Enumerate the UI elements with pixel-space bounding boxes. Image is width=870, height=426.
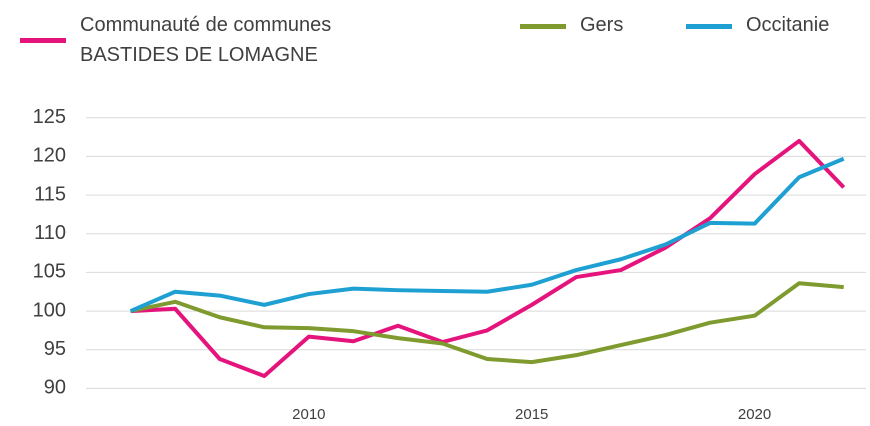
legend-item: Communauté de communes BASTIDES DE LOMAG… [20,10,410,70]
series-line [129,156,845,313]
y-tick-label: 115 [34,183,66,205]
y-tick-label: 100 [33,299,66,321]
y-tick-label: 120 [33,145,66,167]
legend-label: Occitanie [746,14,830,36]
y-tick-label: 110 [34,222,66,244]
series-line [130,281,844,365]
legend-label: Gers [580,14,624,36]
legend-item: Occitanie [686,10,870,40]
legend-item: Gers [520,10,740,40]
series-line [130,138,846,379]
x-tick-label: 2015 [515,406,548,423]
legend-swatch [20,38,66,43]
y-tick-label: 90 [44,377,66,399]
y-tick-label: 105 [33,261,66,283]
x-tick-label: 2020 [738,406,771,423]
legend-label: Communauté de communes BASTIDES DE LOMAG… [80,14,332,66]
legend-swatch [520,24,566,29]
legend-swatch [686,24,732,29]
y-tick-label: 125 [33,106,66,128]
y-tick-label: 95 [44,338,66,360]
x-tick-label: 2010 [292,406,325,423]
